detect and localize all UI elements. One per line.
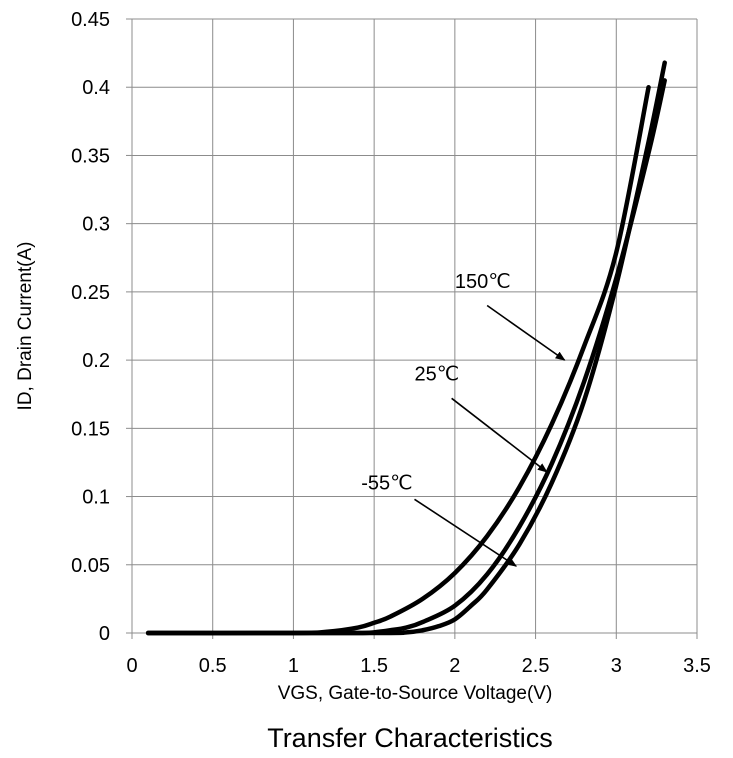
annotation-label: 150℃ — [455, 271, 511, 293]
y-tick-labels: 0 0.05 0.1 0.15 0.2 0.25 0.3 0.35 0.4 0.45 — [71, 9, 110, 645]
y-tick-label: 0.25 — [71, 282, 110, 304]
axes — [126, 18, 698, 639]
annotation-arrow — [486, 304, 566, 361]
y-tick-label: 0.45 — [71, 9, 110, 31]
x-tick-label: 2 — [449, 655, 460, 677]
x-tick-label: 0 — [126, 655, 137, 677]
x-tick-label: 3 — [611, 655, 622, 677]
y-tick-label: 0.05 — [71, 555, 110, 577]
annotation-arrow — [414, 498, 518, 567]
y-tick-label: 0.3 — [82, 214, 110, 236]
annotation-arrow — [451, 397, 548, 473]
series-lines — [145, 60, 667, 636]
x-tick-label: 1 — [288, 655, 299, 677]
x-tick-label: 2.5 — [522, 655, 550, 677]
x-tick-label: 1.5 — [360, 655, 388, 677]
y-tick-label: 0.4 — [82, 77, 110, 99]
x-axis-label: VGS, Gate-to-Source Voltage(V) — [278, 683, 553, 704]
x-tick-label: 0.5 — [199, 655, 227, 677]
y-tick-label: 0.1 — [82, 487, 110, 509]
annotation-label: -55℃ — [361, 473, 412, 495]
series-line-minus55C — [145, 60, 667, 636]
y-axis-label: ID, Drain Current(A) — [15, 242, 36, 411]
y-tick-label: 0.15 — [71, 418, 110, 440]
chart-title: Transfer Characteristics — [267, 723, 553, 753]
x-tick-label: 3.5 — [683, 655, 711, 677]
annotations: 150℃ 25℃ -55℃ — [361, 271, 566, 567]
series-line-25C — [145, 78, 667, 636]
annotation-label: 25℃ — [415, 364, 460, 386]
y-tick-label: 0 — [99, 623, 110, 645]
y-tick-label: 0.35 — [71, 145, 110, 167]
y-tick-label: 0.2 — [82, 350, 110, 372]
grid — [132, 18, 698, 633]
x-tick-labels: 0 0.5 1 1.5 2 2.5 3 3.5 — [126, 655, 710, 677]
